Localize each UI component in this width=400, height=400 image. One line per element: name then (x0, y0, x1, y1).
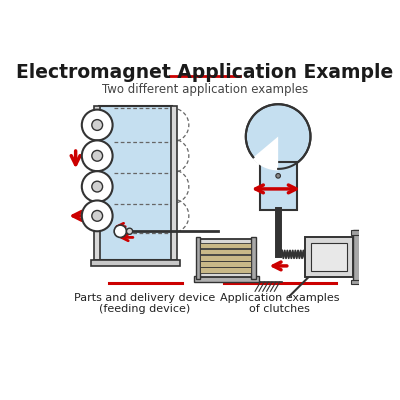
Bar (351, 280, 364, 284)
Bar (171, 106, 176, 260)
Bar (200, 255, 251, 260)
Bar (251, 238, 256, 279)
Bar (200, 243, 251, 248)
Bar (353, 230, 360, 283)
Circle shape (82, 140, 113, 171)
Circle shape (276, 174, 280, 178)
Text: Electromagnet Application Example: Electromagnet Application Example (16, 63, 394, 82)
Circle shape (82, 110, 113, 140)
Circle shape (92, 181, 102, 192)
Bar (199, 239, 253, 278)
Text: Two different application examples: Two different application examples (102, 83, 308, 96)
Circle shape (92, 120, 102, 130)
Circle shape (82, 171, 113, 202)
Bar (200, 249, 251, 254)
Circle shape (82, 200, 113, 231)
Circle shape (92, 150, 102, 161)
Circle shape (92, 210, 102, 221)
Text: Parts and delivery device
(feeding device): Parts and delivery device (feeding devic… (74, 293, 216, 314)
Bar (260, 162, 297, 210)
Circle shape (114, 225, 126, 238)
Wedge shape (252, 136, 278, 170)
Bar (200, 261, 251, 267)
Bar (194, 276, 259, 282)
Circle shape (126, 228, 133, 234)
Bar (94, 106, 100, 260)
Text: Application examples
of clutches: Application examples of clutches (220, 293, 340, 314)
Bar (196, 238, 200, 279)
Bar (200, 268, 251, 273)
Bar (99, 106, 172, 260)
Bar (311, 243, 347, 270)
Bar (305, 237, 353, 277)
Circle shape (246, 104, 310, 169)
Bar (91, 260, 180, 266)
Bar (351, 230, 364, 235)
